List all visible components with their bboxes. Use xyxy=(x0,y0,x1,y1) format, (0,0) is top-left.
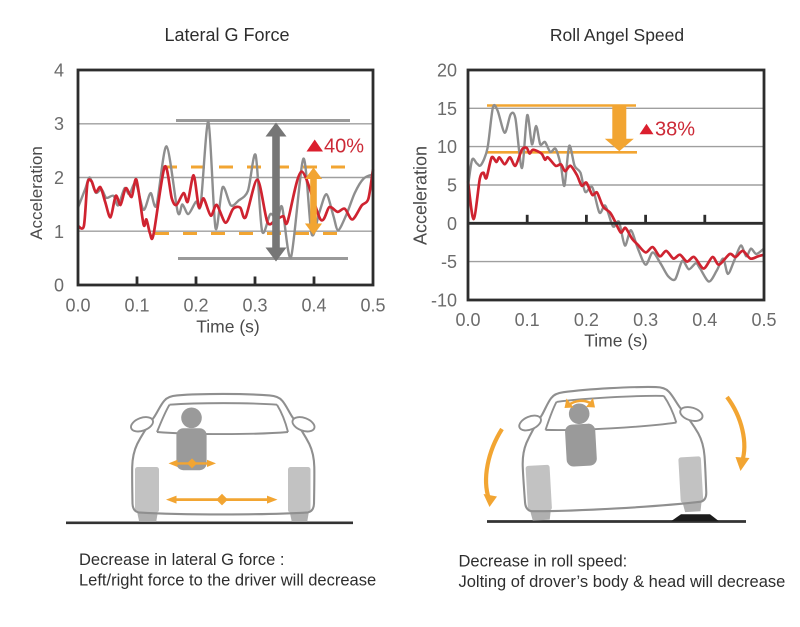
svg-text:0.4: 0.4 xyxy=(301,296,326,316)
svg-text:1: 1 xyxy=(54,222,64,242)
svg-text:0.0: 0.0 xyxy=(65,296,90,316)
svg-text:Acceleration: Acceleration xyxy=(411,146,431,245)
svg-text:Jolting of drover’s body & hea: Jolting of drover’s body & head will dec… xyxy=(459,573,786,591)
svg-text:3: 3 xyxy=(54,114,64,134)
svg-text:Time (s): Time (s) xyxy=(196,317,260,337)
svg-text:Lateral G Force: Lateral G Force xyxy=(164,25,289,45)
svg-text:Acceleration: Acceleration xyxy=(27,146,46,240)
svg-text:-10: -10 xyxy=(431,291,457,311)
svg-text:0.4: 0.4 xyxy=(692,310,717,330)
svg-text:5: 5 xyxy=(447,176,457,196)
svg-text:0.2: 0.2 xyxy=(183,296,208,316)
svg-text:0.3: 0.3 xyxy=(242,296,267,316)
svg-text:2: 2 xyxy=(54,168,64,188)
svg-text:Time (s): Time (s) xyxy=(584,331,648,351)
svg-text:0: 0 xyxy=(447,214,457,234)
svg-text:0.1: 0.1 xyxy=(515,310,540,330)
svg-text:Roll Angel Speed: Roll Angel Speed xyxy=(550,25,684,45)
svg-text:0: 0 xyxy=(54,276,64,296)
svg-text:20: 20 xyxy=(437,61,457,81)
svg-text:0.5: 0.5 xyxy=(751,310,776,330)
svg-text:38%: 38% xyxy=(655,119,695,141)
svg-text:Decrease in lateral G force :: Decrease in lateral G force : xyxy=(79,551,284,569)
svg-text:4: 4 xyxy=(54,61,64,81)
svg-text:0.3: 0.3 xyxy=(633,310,658,330)
svg-text:-5: -5 xyxy=(441,252,457,272)
svg-text:15: 15 xyxy=(437,99,457,119)
svg-text:10: 10 xyxy=(437,137,457,157)
svg-text:0.1: 0.1 xyxy=(124,296,149,316)
svg-text:Left/right force to the driver: Left/right force to the driver will decr… xyxy=(79,572,376,590)
svg-text:40%: 40% xyxy=(324,136,364,158)
svg-text:0.5: 0.5 xyxy=(360,296,385,316)
svg-text:0.2: 0.2 xyxy=(574,310,599,330)
svg-text:0.0: 0.0 xyxy=(455,310,480,330)
svg-text:Decrease in roll speed:: Decrease in roll speed: xyxy=(459,553,628,571)
